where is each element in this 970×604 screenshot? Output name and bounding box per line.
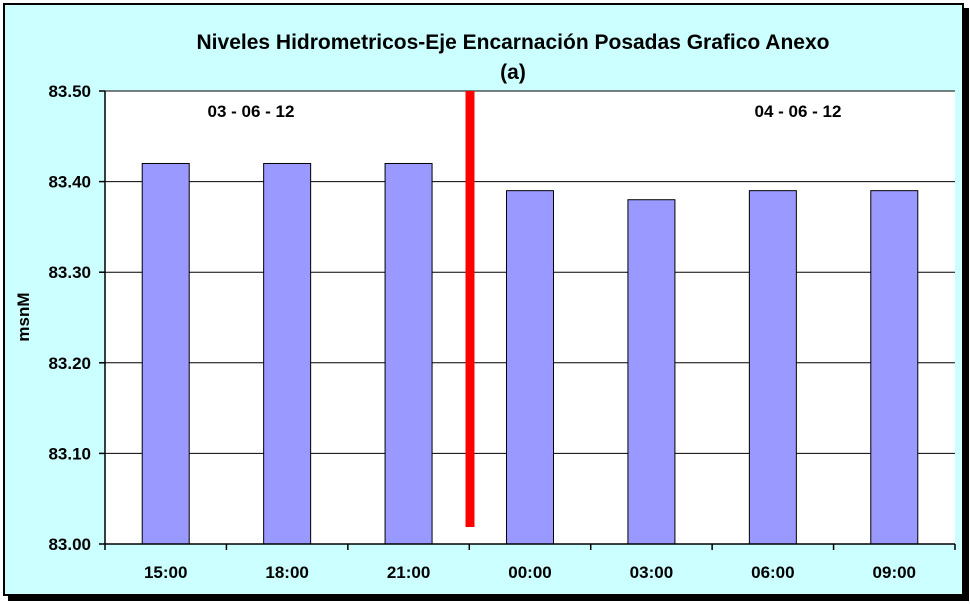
x-tick-label: 03:00	[630, 563, 673, 582]
x-tick-label: 09:00	[873, 563, 916, 582]
bar	[748, 190, 797, 545]
y-axis-label: msnM	[14, 292, 33, 341]
x-tick-label: 21:00	[387, 563, 430, 582]
y-tick-label: 83.40	[48, 173, 91, 192]
y-tick-label: 83.30	[48, 263, 91, 282]
date-label-day2: 04 - 06 - 12	[755, 102, 842, 121]
bar	[627, 199, 676, 545]
bar	[870, 190, 919, 545]
x-tick-label: 18:00	[265, 563, 308, 582]
y-tick-label: 83.10	[48, 444, 91, 463]
chart-title: Niveles Hidrometricos-Eje Encarnación Po…	[197, 31, 830, 54]
bar	[141, 162, 190, 545]
y-tick-label: 83.00	[48, 535, 91, 554]
chart-subtitle: (a)	[500, 61, 526, 84]
bar	[263, 162, 312, 545]
date-label-day1: 03 - 06 - 12	[208, 102, 295, 121]
bar	[384, 162, 433, 545]
y-tick-label: 83.20	[48, 354, 91, 373]
y-tick-label: 83.50	[48, 82, 91, 101]
x-tick-label: 15:00	[144, 563, 187, 582]
bar	[506, 190, 554, 545]
bars	[141, 162, 919, 545]
x-tick-label: 06:00	[751, 563, 794, 582]
x-ticks: 15:00 18:00 21:00 00:00 03:00 06:00 09:00	[104, 544, 956, 582]
x-tick-label: 00:00	[508, 563, 551, 582]
y-ticks: 83.00 83.10 83.20 83.30 83.40 83.50	[48, 82, 105, 554]
